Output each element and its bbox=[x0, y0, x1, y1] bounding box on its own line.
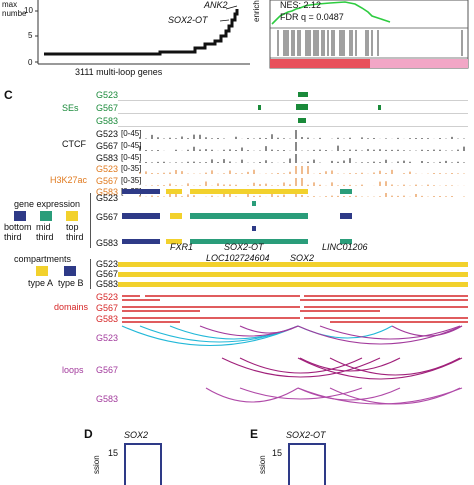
compartment-b-swatch bbox=[64, 266, 76, 276]
legend-mid-third-swatch bbox=[40, 211, 52, 221]
gene-block bbox=[122, 213, 160, 219]
ctcf-scale-g523: [0-45] bbox=[121, 129, 142, 138]
ctcf-scale-g567: [0-45] bbox=[121, 141, 142, 150]
panel-c-letter: C bbox=[4, 88, 13, 102]
domains-label: domains bbox=[54, 302, 89, 312]
panel-a-ytick-0: 0 bbox=[28, 58, 33, 67]
compartment-bar-g523 bbox=[118, 262, 468, 267]
gene-block bbox=[252, 201, 256, 206]
comp-sample-g523: G523 bbox=[96, 259, 119, 269]
panel-a-ylabel: max numbe bbox=[2, 0, 27, 18]
h3k27ac-scale-g523: [0-35] bbox=[121, 164, 142, 173]
panel-e-letter: E bbox=[250, 427, 259, 441]
legend-bottom-third: bottom third bbox=[4, 222, 32, 242]
compartments-title: compartments bbox=[14, 254, 72, 264]
loop-sample-g583: G583 bbox=[96, 394, 119, 404]
h3k27ac-sample-g583: G583 bbox=[96, 187, 119, 197]
panel-d-ylabel: ssion bbox=[92, 455, 101, 474]
legend-top-third-swatch bbox=[66, 211, 78, 221]
gene-sample-g567: G567 bbox=[96, 212, 119, 222]
ctcf-sample-g567: G567 bbox=[96, 141, 119, 151]
h3k27ac-sample-g523: G523 bbox=[96, 164, 119, 174]
compartment-bar-g583 bbox=[118, 282, 468, 287]
se-sample-g567: G567 bbox=[96, 103, 119, 113]
gene-block bbox=[340, 239, 352, 244]
legend-bottom-third-swatch bbox=[14, 211, 26, 221]
se-peak bbox=[298, 92, 308, 97]
gene-block bbox=[340, 189, 352, 194]
panel-e-gene: SOX2-OT bbox=[286, 430, 326, 440]
domain-tracks bbox=[121, 295, 468, 405]
gene-sample-g583: G583 bbox=[96, 238, 119, 248]
panel-d-ytick: 15 bbox=[108, 448, 119, 458]
loop-sample-g567: G567 bbox=[96, 365, 119, 375]
h3k27ac-scale-g567: [0-35] bbox=[121, 176, 142, 185]
legend-mid-third: mid third bbox=[36, 222, 54, 242]
panel-a-ytick-10: 10 bbox=[24, 6, 33, 15]
gene-block bbox=[190, 189, 308, 194]
se-sample-g523: G523 bbox=[96, 90, 119, 100]
ank2-label: ANK2 bbox=[204, 0, 228, 10]
ctcf-scale-g583: [0-45] bbox=[121, 153, 142, 162]
gene-sox2-ot: SOX2-OT bbox=[224, 242, 264, 252]
gene-block bbox=[190, 239, 308, 244]
se-peak bbox=[378, 105, 381, 110]
se-sample-g583: G583 bbox=[96, 116, 119, 126]
comp-sample-g583: G583 bbox=[96, 279, 119, 289]
compartment-bar-g567 bbox=[118, 272, 468, 277]
compartment-a-swatch bbox=[36, 266, 48, 276]
panel-d-gene: SOX2 bbox=[124, 430, 149, 440]
gene-block bbox=[252, 226, 256, 231]
gene-block bbox=[170, 213, 182, 219]
se-peak bbox=[296, 104, 308, 110]
ses-label: SEs bbox=[62, 103, 79, 113]
se-peak bbox=[258, 105, 261, 110]
panel-b-plot bbox=[269, 0, 469, 69]
panel-d-letter: D bbox=[84, 427, 93, 441]
panel-e-ytick: 15 bbox=[272, 448, 283, 458]
gene-sox2: SOX2 bbox=[290, 253, 315, 263]
fdr-text: FDR q = 0.0487 bbox=[280, 12, 344, 22]
loops-label: loops bbox=[62, 365, 84, 375]
panel-e-ylabel: ssion bbox=[258, 455, 267, 474]
gene-fxr1: FXR1 bbox=[170, 242, 194, 252]
compartment-b-label: type B bbox=[58, 278, 84, 288]
gene-block bbox=[340, 213, 352, 219]
gene-block bbox=[122, 239, 160, 244]
h3k27ac-sample-g567: G567 bbox=[96, 176, 119, 186]
gene-expression-title: gene expression bbox=[14, 199, 81, 209]
sox2-ot-label: SOX2-OT bbox=[168, 15, 208, 25]
comp-sample-g567: G567 bbox=[96, 269, 119, 279]
domain-sample-g583: G583 bbox=[96, 314, 119, 324]
gene-linc01206: LINC01206 bbox=[322, 242, 368, 252]
h3k27ac-label: H3K27ac bbox=[50, 175, 88, 185]
gene-block bbox=[122, 189, 160, 194]
ctcf-sample-g523: G523 bbox=[96, 129, 119, 139]
gene-block bbox=[190, 213, 308, 219]
panel-d-bar bbox=[124, 443, 162, 485]
gene-block bbox=[166, 239, 182, 244]
panel-a-ytick-5: 5 bbox=[28, 31, 33, 40]
panel-e-bar bbox=[288, 443, 326, 485]
panel-a-xlabel: 3111 multi-loop genes bbox=[75, 67, 163, 77]
nes-text: NES: 2.12 bbox=[280, 0, 322, 10]
signal-tracks bbox=[139, 130, 465, 197]
domain-sample-g567: G567 bbox=[96, 303, 119, 313]
legend-top-third: top third bbox=[66, 222, 84, 242]
compartment-a-label: type A bbox=[28, 278, 54, 288]
gene-block bbox=[166, 189, 182, 194]
ctcf-label: CTCF bbox=[62, 139, 86, 149]
gene-loc102724604: LOC102724604 bbox=[206, 253, 270, 263]
se-peak bbox=[298, 118, 306, 123]
domain-sample-g523: G523 bbox=[96, 292, 119, 302]
ctcf-sample-g583: G583 bbox=[96, 153, 119, 163]
panel-a-plot bbox=[35, 0, 250, 65]
gene-sample-g523: G523 bbox=[96, 193, 119, 203]
loop-sample-g523: G523 bbox=[96, 333, 119, 343]
